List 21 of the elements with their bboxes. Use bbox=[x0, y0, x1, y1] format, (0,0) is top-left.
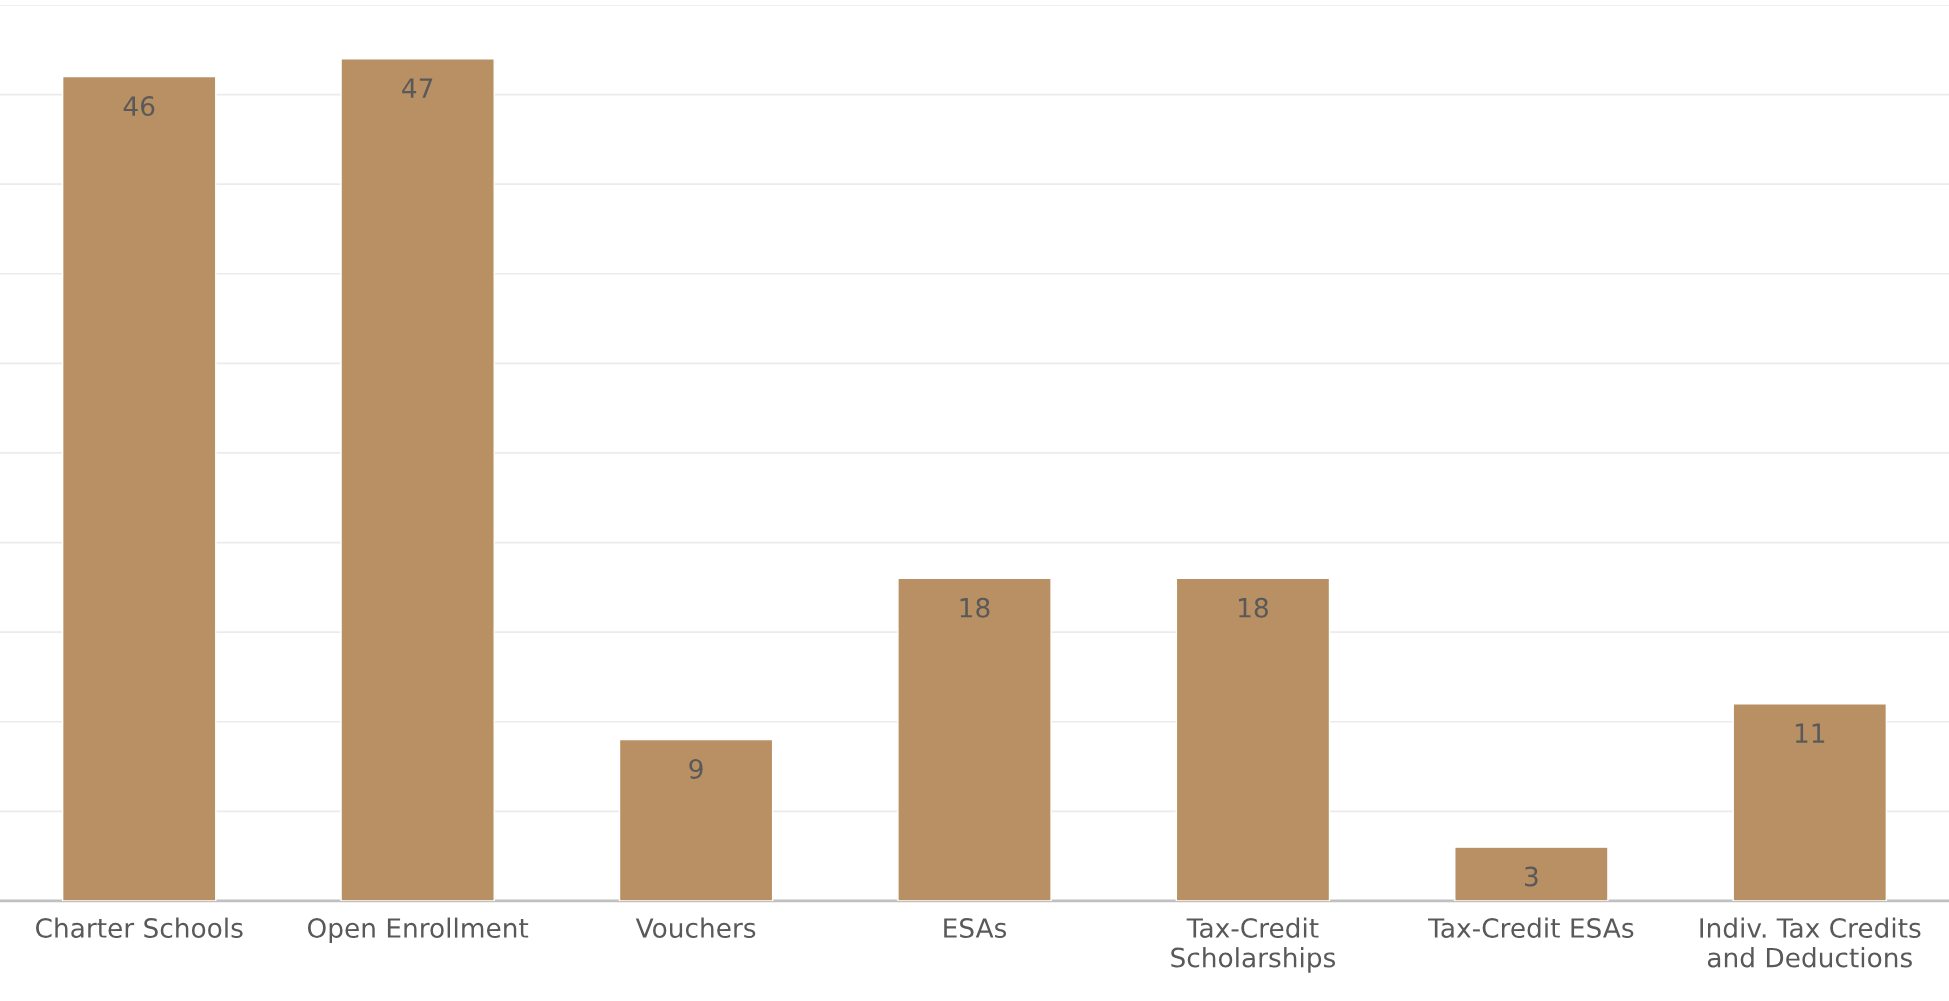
x-tick-label: Indiv. Tax Credits and Deductions bbox=[1700, 917, 1921, 968]
x-tick-label: Tax-Credit ESAs bbox=[1428, 917, 1634, 938]
data-label: 11 bbox=[1795, 723, 1825, 743]
data-label: 3 bbox=[1524, 866, 1538, 887]
x-tick-label: ESAs bbox=[944, 918, 1007, 938]
bar bbox=[897, 577, 1052, 901]
x-tick-label: Charter Schools bbox=[36, 917, 243, 938]
bar bbox=[1175, 577, 1331, 901]
x-tick-label: Vouchers bbox=[635, 917, 756, 938]
data-label: 46 bbox=[123, 96, 155, 117]
data-label: 47 bbox=[402, 78, 433, 98]
data-label: 18 bbox=[960, 597, 990, 618]
bar bbox=[340, 58, 495, 901]
bar bbox=[1454, 846, 1609, 901]
bar bbox=[618, 738, 774, 901]
data-label: 18 bbox=[1239, 597, 1268, 618]
bar bbox=[1732, 703, 1888, 901]
x-tick-label: Open Enrollment bbox=[307, 917, 529, 944]
bar bbox=[61, 75, 217, 901]
data-label: 9 bbox=[689, 759, 703, 779]
x-tick-label: Tax-Credit Scholarships bbox=[1171, 917, 1336, 973]
